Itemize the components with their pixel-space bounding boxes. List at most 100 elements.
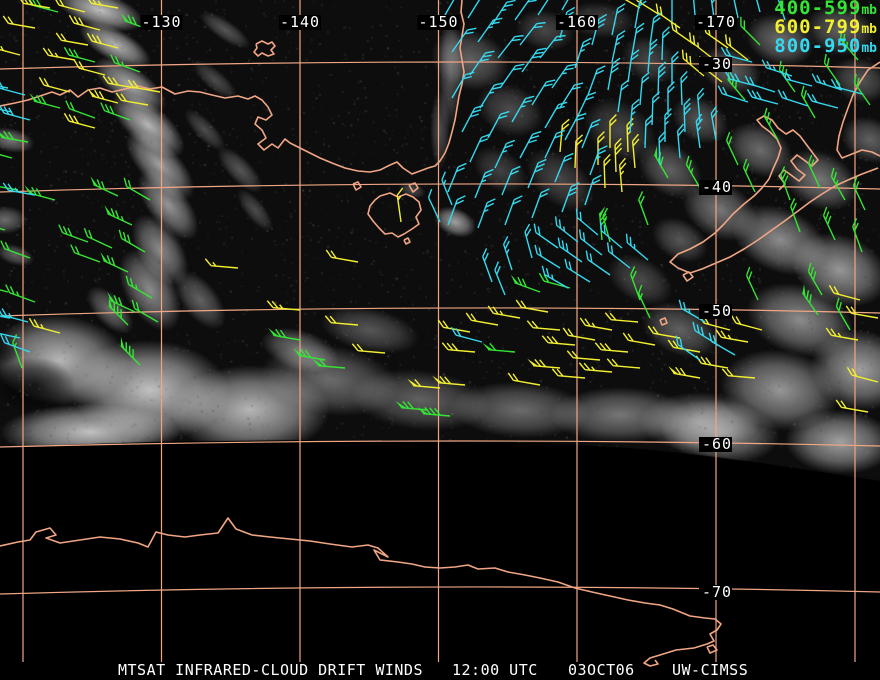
barb-staff [423, 406, 451, 417]
legend-unit: mb [861, 41, 877, 56]
wind-barb [637, 284, 651, 319]
wind-barb [811, 73, 843, 91]
wind-barb [110, 54, 141, 73]
barb-staff [562, 327, 596, 341]
barb-staff [12, 334, 23, 369]
barb-staff [541, 265, 569, 289]
wind-barb [544, 129, 566, 159]
wind-barb [0, 104, 31, 121]
barb-staff [649, 12, 662, 46]
wind-barb [266, 300, 301, 311]
wind-barb [73, 59, 106, 76]
wind-barb [625, 233, 649, 261]
wind-barb [86, 32, 119, 49]
wind-barb [541, 335, 576, 346]
wind-barb [451, 27, 477, 53]
wind-barb [293, 347, 326, 361]
barb-pennant [100, 252, 109, 263]
latitude-label: -50 [702, 302, 732, 320]
wind-barb [594, 342, 629, 353]
barb-staff [273, 328, 301, 341]
barb-staff [102, 75, 136, 89]
coastline-island_king [352, 181, 362, 191]
wind-barb [469, 50, 495, 76]
wind-barb [0, 227, 6, 231]
barb-staff [91, 89, 119, 104]
barb-staff [629, 98, 640, 133]
wind-barb [127, 79, 161, 93]
wind-barb [0, 315, 11, 319]
wind-barb [724, 34, 749, 61]
wind-barb [801, 284, 819, 316]
wind-barb [441, 342, 476, 353]
wind-barb [761, 59, 793, 77]
barb-staff [28, 186, 56, 201]
wind-barb [696, 87, 705, 123]
wind-barb [636, 0, 661, 16]
barb-staff [107, 208, 133, 226]
wind-barb [12, 334, 23, 369]
wind-barb [846, 366, 879, 383]
latitude-label-bg [699, 304, 732, 319]
barb-staff [853, 73, 871, 106]
barb-staff [676, 123, 685, 159]
barb-staff [324, 315, 359, 326]
wind-barb [511, 95, 535, 123]
barb-staff [0, 108, 13, 113]
wind-barb [614, 137, 623, 173]
wind-barb [551, 63, 577, 89]
wind-barb [120, 336, 141, 366]
longitude-label-bg [695, 15, 737, 30]
longitude-label: -150 [418, 13, 458, 31]
wind-barb [108, 296, 129, 326]
barb-staff [86, 32, 119, 49]
wind-barb [675, 335, 701, 361]
barb-staff [835, 297, 851, 331]
barb-staff [519, 21, 546, 46]
wind-barb [585, 250, 611, 276]
latitude-label: -30 [702, 55, 732, 73]
barb-staff [688, 32, 713, 59]
barb-staff [724, 70, 757, 87]
coastline-islet_662 [659, 317, 668, 326]
barb-staff [469, 50, 495, 76]
barb-staff [441, 171, 453, 206]
grid-parallel [0, 61, 880, 70]
barb-staff [557, 237, 583, 263]
wind-barb [477, 198, 496, 229]
caption-time: 12:00 UTC [452, 661, 538, 679]
wind-barb [561, 0, 569, 11]
wind-barb [599, 221, 623, 249]
barb-staff [647, 38, 658, 73]
longitude-label: -130 [141, 13, 181, 31]
barb-staff [825, 327, 859, 341]
barb-staff [733, 0, 739, 19]
wind-barb [524, 223, 533, 259]
wind-barb [695, 113, 703, 149]
wind-barb [312, 358, 346, 369]
wind-barb [102, 75, 136, 89]
wind-barb [479, 82, 504, 109]
barb-pennant [29, 93, 40, 103]
wind-barb [451, 71, 475, 99]
barb-pennant [24, 185, 35, 195]
wind-barb [825, 327, 859, 341]
barb-staff [63, 46, 96, 63]
barb-staff [692, 0, 696, 16]
barb-staff [618, 157, 627, 193]
wind-barb [579, 317, 613, 331]
wind-barb [631, 22, 645, 56]
barb-staff [533, 223, 559, 249]
wind-barb [469, 133, 491, 163]
barb-staff [585, 250, 611, 276]
latitude-label: -40 [702, 178, 732, 196]
wind-barb [611, 3, 626, 36]
wind-barb [626, 117, 634, 153]
barb-staff [696, 87, 705, 123]
barb-staff [591, 13, 608, 46]
wind-barb [482, 342, 516, 353]
barb-staff [685, 155, 701, 189]
barb-staff [695, 355, 729, 369]
barb-staff [118, 229, 146, 253]
barb-staff [746, 88, 779, 105]
